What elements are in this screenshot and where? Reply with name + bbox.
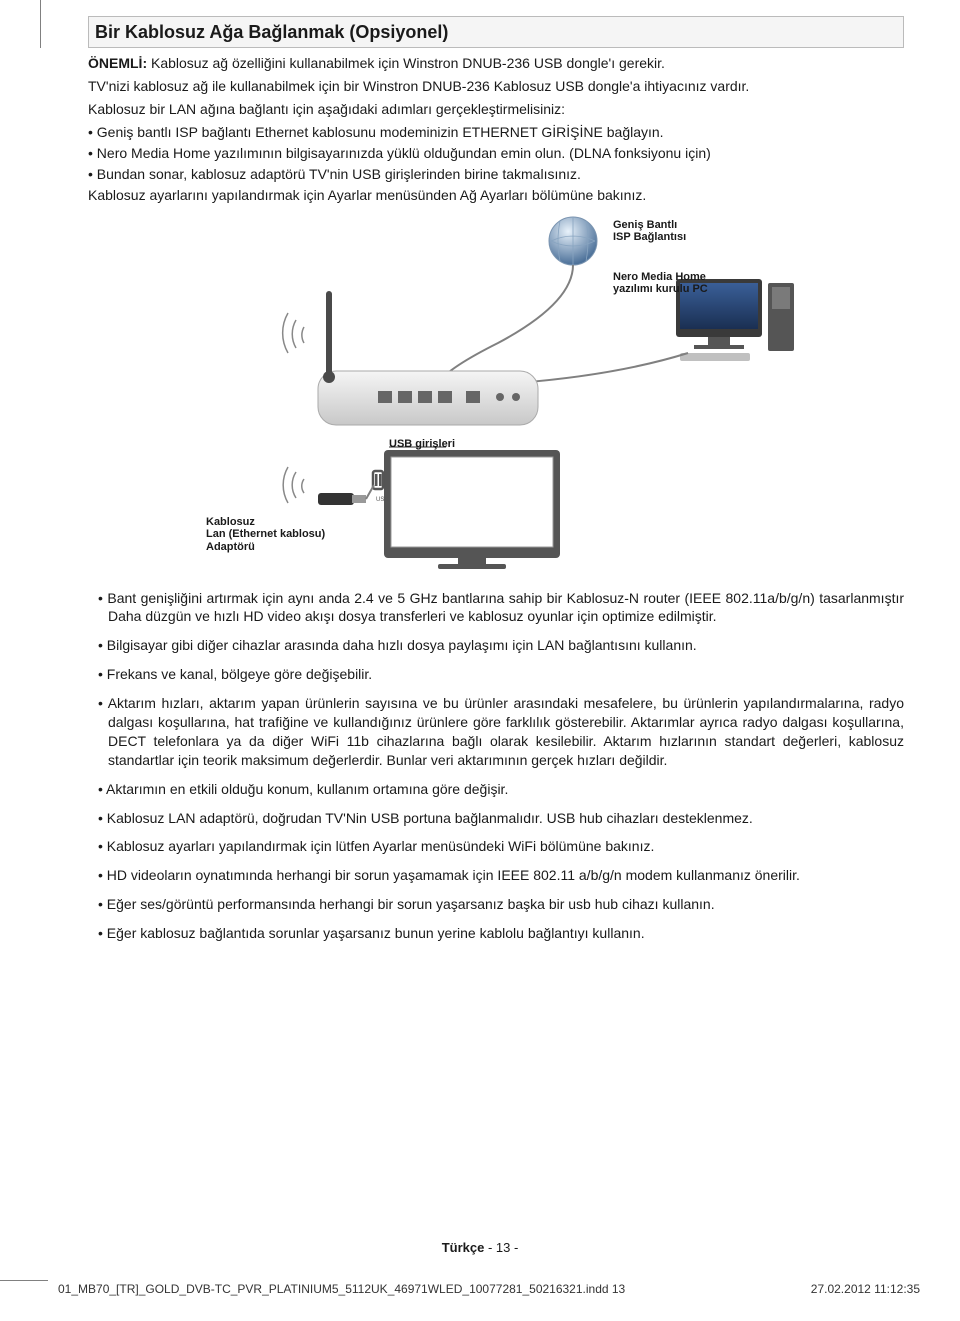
important-label: ÖNEMLİ: [88,55,147,71]
note-item: Frekans ve kanal, bölgeye göre değişebil… [88,665,904,684]
label-adapter: Kablosuz Lan (Ethernet kablosu) Adaptörü [206,516,325,554]
crop-mark-vertical [40,0,41,48]
note-item: Eğer ses/görüntü performansında herhangi… [88,895,904,914]
important-text: Kablosuz ağ özelliğini kullanabilmek içi… [147,55,665,71]
bullet-3: Bundan sonar, kablosuz adaptörü TV'nin U… [88,165,904,184]
section-title: Bir Kablosuz Ağa Bağlanmak (Opsiyonel) [88,16,904,48]
label-pc: Nero Media Home yazılımı kurulu PC [613,271,708,296]
page-footer-row: 01_MB70_[TR]_GOLD_DVB-TC_PVR_PLATINIUM5_… [58,1281,920,1297]
footer-language: Türkçe [442,1240,485,1255]
document-page: Bir Kablosuz Ağa Bağlanmak (Opsiyonel) Ö… [88,16,904,953]
svg-text:USB: USB [376,497,388,503]
paragraph-1: TV'nizi kablosuz ağ ile kullanabilmek iç… [88,77,904,96]
footer-filename: 01_MB70_[TR]_GOLD_DVB-TC_PVR_PLATINIUM5_… [58,1281,625,1297]
note-item: Eğer kablosuz bağlantıda sorunlar yaşars… [88,924,904,943]
bullet-2: Nero Media Home yazılımının bilgisayarın… [88,144,904,163]
footer-page-number: - 13 - [484,1240,518,1255]
note-item: Aktarımın en etkili olduğu konum, kullan… [88,780,904,799]
note-item: Bilgisayar gibi diğer cihazlar arasında … [88,636,904,655]
note-item: HD videoların oynatımında herhangi bir s… [88,866,904,885]
important-note: ÖNEMLİ: Kablosuz ağ özelliğini kullanabi… [88,54,904,73]
paragraph-2: Kablosuz bir LAN ağına bağlantı için aşa… [88,100,904,119]
label-usb: USB girişleri [389,438,455,451]
note-item: Aktarım hızları, aktarım yapan ürünlerin… [88,694,904,770]
bullet-1: Geniş bantlı ISP bağlantı Ethernet kablo… [88,123,904,142]
note-item: Kablosuz ayarları yapılandırmak için lüt… [88,837,904,856]
label-isp: Geniş Bantlı ISP Bağlantısı [613,219,686,244]
footer-timestamp: 27.02.2012 11:12:35 [811,1281,920,1297]
note-item: Bant genişliğini artırmak için aynı anda… [88,589,904,627]
notes-list: Bant genişliğini artırmak için aynı anda… [88,589,904,943]
crop-mark-horizontal [0,1280,48,1281]
page-footer-center: Türkçe - 13 - [0,1239,960,1257]
connection-diagram: Geniş Bantlı ISP Bağlantısı Nero Media H… [88,213,904,583]
paragraph-3: Kablosuz ayarlarını yapılandırmak için A… [88,186,904,205]
note-item: Kablosuz LAN adaptörü, doğrudan TV'Nin U… [88,809,904,828]
